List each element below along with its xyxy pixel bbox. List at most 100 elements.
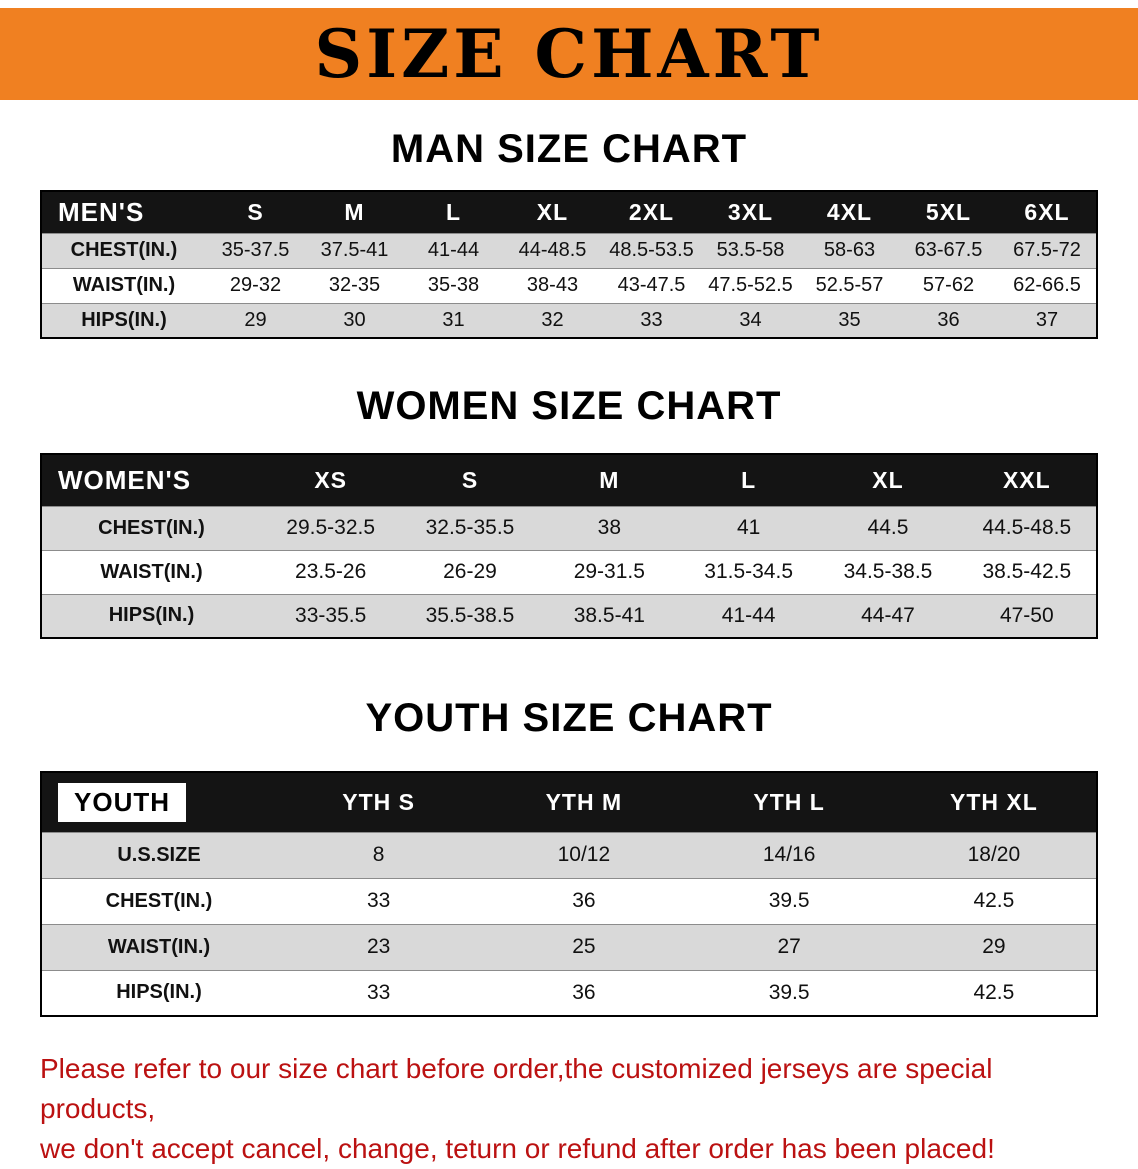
size-cell: 37.5-41 <box>320 239 389 261</box>
table-row: HIPS(IN.) 33 36 39.5 42.5 <box>41 970 1097 1016</box>
size-cell: 42.5 <box>973 889 1015 912</box>
size-cell: 36 <box>937 308 960 331</box>
size-cell: 41-44 <box>427 239 480 261</box>
row-label: WAIST(IN.) <box>107 935 211 958</box>
row-label: HIPS(IN.) <box>81 308 167 331</box>
corner-label: WOMEN'S <box>58 464 192 495</box>
table-row: CHEST(IN.) 35-37.5 37.5-41 41-44 44-48.5 48.5… <box>41 233 1097 268</box>
size-cell: 29-32 <box>229 274 282 296</box>
size-column-header: 5XL <box>925 198 972 225</box>
men-chart-heading: MAN SIZE CHART <box>390 127 748 171</box>
size-column-header: 3XL <box>727 198 774 225</box>
size-cell: 18/20 <box>967 843 1021 866</box>
size-cell: 38.5-41 <box>573 603 645 627</box>
size-chart-banner: SIZE CHART <box>0 8 1138 100</box>
size-cell: 44-47 <box>861 603 915 627</box>
row-label: HIPS(IN.) <box>108 604 195 627</box>
size-cell: 23 <box>366 935 391 958</box>
size-chart-page: SIZE CHART MAN SIZE CHART MEN'S S M L XL 2XL 3X… <box>0 8 1138 1169</box>
size-column-header: 2XL <box>628 198 675 225</box>
table-row: WAIST(IN.) 23.5-26 26-29 29-31.5 31.5-34.5 34… <box>41 550 1097 594</box>
size-cell: 47-50 <box>999 603 1054 627</box>
size-cell: 38 <box>597 516 621 539</box>
size-column-header: YTH M <box>545 788 623 815</box>
size-cell: 33 <box>640 308 663 331</box>
table-row: WAIST(IN.) 23 25 27 29 <box>41 924 1097 970</box>
youth-chart-heading: YOUTH SIZE CHART <box>365 696 773 740</box>
size-cell: 29 <box>244 308 267 331</box>
size-cell: 32-35 <box>328 274 381 296</box>
size-cell: 44-48.5 <box>518 239 587 261</box>
size-column-header: XL <box>872 466 904 493</box>
size-cell: 32.5-35.5 <box>425 516 515 539</box>
size-cell: 35-38 <box>427 274 480 296</box>
size-column-header: L <box>741 466 757 493</box>
size-cell: 39.5 <box>768 980 810 1004</box>
size-cell: 27 <box>777 935 801 958</box>
size-column-header: XL <box>536 198 569 225</box>
size-cell: 34 <box>739 308 762 331</box>
men-size-section: MAN SIZE CHART MEN'S S M L XL 2XL 3XL 4XL 5XL 6XL C… <box>0 126 1138 339</box>
header-row: YOUTH YTH S YTH M YTH L YTH XL <box>41 772 1097 832</box>
size-cell: 8 <box>372 843 385 866</box>
header-row: WOMEN'S XS S M L XL XXL <box>41 454 1097 506</box>
table-row: HIPS(IN.) 33-35.5 35.5-38.5 38.5-41 41-44 44-… <box>41 594 1097 638</box>
size-cell: 14/16 <box>762 843 816 866</box>
size-cell: 29-31.5 <box>573 560 645 583</box>
size-cell: 63-67.5 <box>914 239 983 261</box>
size-cell: 30 <box>343 308 366 331</box>
size-cell: 39.5 <box>768 889 810 912</box>
size-cell: 33-35.5 <box>295 603 367 627</box>
row-label: U.S.SIZE <box>117 843 201 866</box>
size-column-header: S <box>247 198 264 225</box>
size-cell: 43-47.5 <box>617 274 686 296</box>
size-cell: 47.5-52.5 <box>708 274 793 296</box>
size-cell: 38-43 <box>526 274 579 296</box>
size-cell: 57-62 <box>922 274 975 296</box>
size-cell: 35.5-38.5 <box>425 603 515 627</box>
table-row: WAIST(IN.) 29-32 32-35 35-38 38-43 43-47.5 47.… <box>41 268 1097 303</box>
size-cell: 42.5 <box>973 980 1015 1004</box>
size-cell: 33 <box>366 980 391 1004</box>
size-cell: 41 <box>736 516 761 539</box>
size-cell: 62-66.5 <box>1013 274 1081 296</box>
size-cell: 29.5-32.5 <box>286 516 376 539</box>
table-row: HIPS(IN.) 29 30 31 32 33 34 35 36 37 <box>41 303 1097 338</box>
page-title: SIZE CHART <box>314 15 824 93</box>
size-cell: 58-63 <box>823 239 876 261</box>
size-cell: 23.5-26 <box>295 560 367 583</box>
header-row: MEN'S S M L XL 2XL 3XL 4XL 5XL 6XL <box>41 191 1097 233</box>
footer-notice: Please refer to our size chart before or… <box>40 1049 1098 1169</box>
row-label: CHEST(IN.) <box>70 239 178 261</box>
women-chart-heading: WOMEN SIZE CHART <box>356 384 782 428</box>
size-cell: 53.5-58 <box>716 239 785 261</box>
size-cell: 36 <box>572 980 596 1004</box>
size-column-header: YTH L <box>753 788 825 815</box>
size-column-header: XS <box>314 466 347 493</box>
women-size-table: WOMEN'S XS S M L XL XXL CHEST(IN.) 29.5-32.5 32.5… <box>40 453 1098 639</box>
row-label: HIPS(IN.) <box>116 981 202 1004</box>
size-cell: 33 <box>366 889 391 912</box>
size-cell: 35-37.5 <box>221 239 290 261</box>
size-cell: 34.5-38.5 <box>843 560 933 583</box>
size-column-header: L <box>445 198 462 225</box>
size-column-header: YTH XL <box>949 788 1038 815</box>
size-cell: 29 <box>982 935 1006 958</box>
size-cell: 48.5-53.5 <box>609 239 694 261</box>
notice-line-2: we don't accept cancel, change, teturn o… <box>40 1133 995 1164</box>
row-label: CHEST(IN.) <box>98 516 205 539</box>
size-column-header: 6XL <box>1024 198 1070 225</box>
table-row: CHEST(IN.) 33 36 39.5 42.5 <box>41 878 1097 924</box>
size-column-header: S <box>461 466 479 493</box>
women-size-section: WOMEN SIZE CHART WOMEN'S XS S M L XL XXL CHEST(I… <box>0 383 1138 639</box>
youth-size-table: YOUTH YTH S YTH M YTH L YTH XL U.S.SIZE 8 10/12… <box>40 771 1098 1017</box>
size-column-header: M <box>599 466 620 493</box>
size-cell: 37 <box>1035 308 1059 331</box>
youth-size-section: YOUTH SIZE CHART YOUTH YTH S YTH M YTH L YTH … <box>0 695 1138 1017</box>
size-column-header: XXL <box>1002 466 1051 493</box>
size-cell: 25 <box>572 935 596 958</box>
corner-label: MEN'S <box>58 196 145 227</box>
size-cell: 32 <box>541 308 564 331</box>
table-row: CHEST(IN.) 29.5-32.5 32.5-35.5 38 41 44.5 44.5… <box>41 506 1097 550</box>
size-cell: 38.5-42.5 <box>982 560 1072 583</box>
